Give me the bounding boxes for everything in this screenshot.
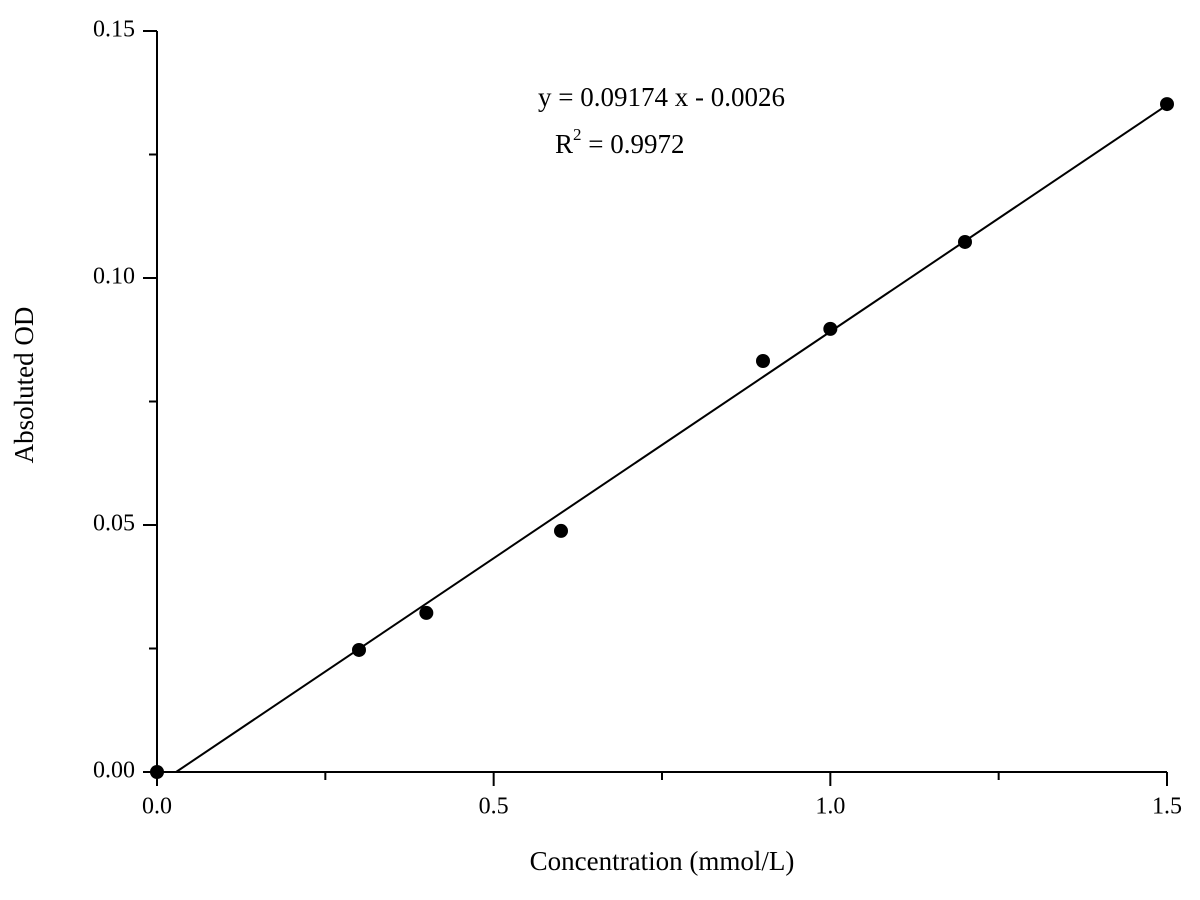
y-tick-label: 0.00 [93, 758, 135, 784]
y-tick-label: 0.10 [93, 264, 135, 290]
data-point [756, 353, 770, 368]
r-squared-base: R [555, 129, 573, 159]
equation: y = 0.09174 x - 0.0026 [538, 82, 785, 112]
r-squared: R2 = 0.9972 [555, 125, 685, 159]
data-point [150, 765, 164, 779]
data-point [823, 321, 838, 336]
data-point [352, 642, 366, 657]
y-tick-label: 0.15 [93, 17, 135, 43]
x-tick-label: 0.5 [479, 794, 509, 820]
x-tick-label: 1.0 [815, 794, 845, 820]
x-tick-label: 1.5 [1152, 794, 1182, 820]
r-squared-rest: = 0.9972 [582, 129, 685, 159]
data-point [1160, 97, 1174, 112]
data-point [554, 523, 568, 538]
y-tick-label: 0.05 [93, 511, 135, 537]
y-axis-title: Absoluted OD [9, 307, 39, 464]
fit-line [175, 104, 1168, 773]
r-squared-sup: 2 [573, 125, 582, 144]
data-point [958, 234, 972, 249]
x-tick-label: 0.0 [142, 794, 172, 820]
x-axis-title: Concentration (mmol/L) [530, 846, 795, 876]
data-point [419, 605, 434, 620]
